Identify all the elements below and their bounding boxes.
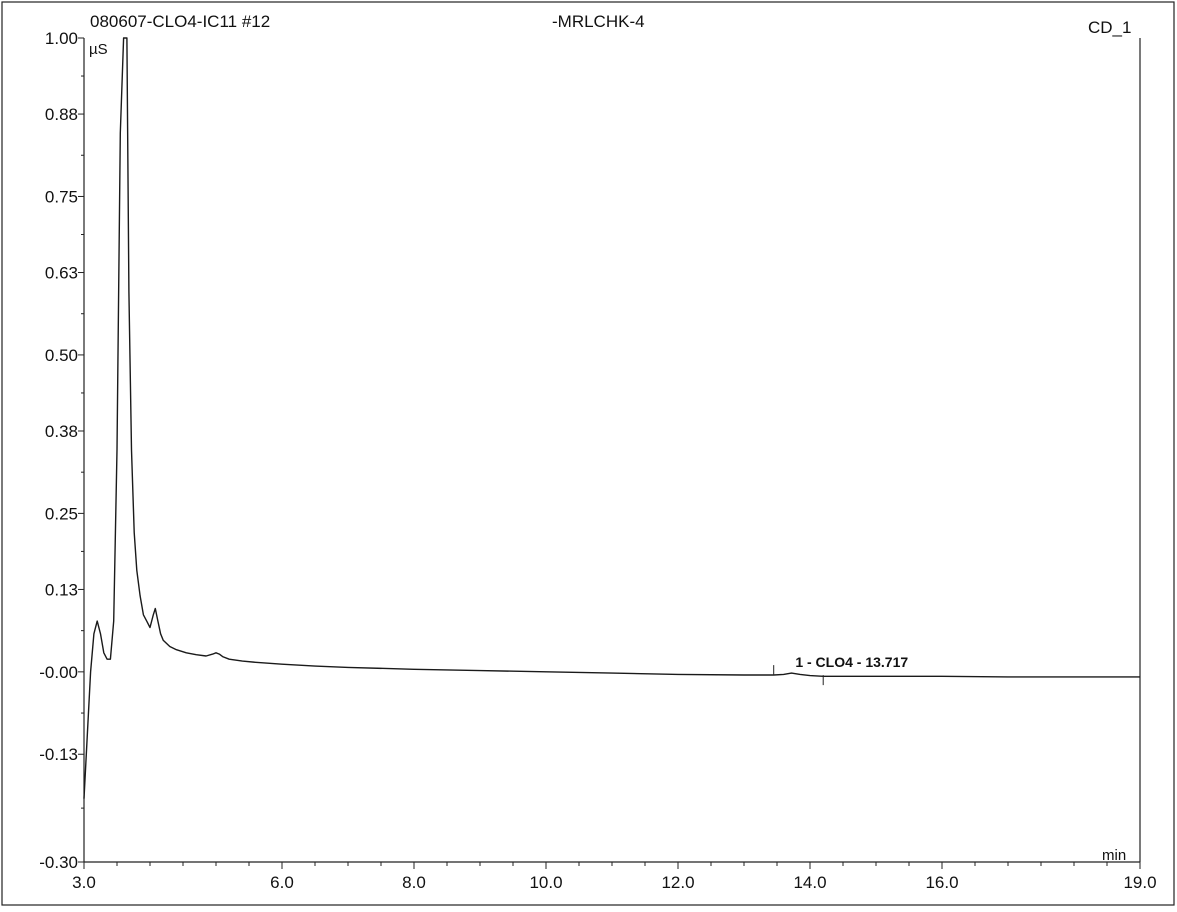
x-tick-label: 12.0 xyxy=(661,873,694,892)
x-tick-label: 3.0 xyxy=(72,873,96,892)
y-tick-label: 0.50 xyxy=(45,346,78,365)
y-tick-label: -0.00 xyxy=(39,663,78,682)
peak-label: 1 - CLO4 - 13.717 xyxy=(795,654,908,670)
y-tick-label: -0.30 xyxy=(39,853,78,872)
y-tick-label: 0.88 xyxy=(45,105,78,124)
y-tick-label: 1.00 xyxy=(45,29,78,48)
plot-area: 1.00 0.88 0.75 0.63 0.50 0.38 0.25 0.13 -0.00 -0.… xyxy=(39,29,1156,892)
y-tick-label: 0.63 xyxy=(45,264,78,283)
y-tick-label: 0.13 xyxy=(45,580,78,599)
sample-name: -MRLCHK-4 xyxy=(552,12,645,31)
x-tick-label: 14.0 xyxy=(793,873,826,892)
x-tick-label: 16.0 xyxy=(925,873,958,892)
y-tick-label: 0.75 xyxy=(45,187,78,206)
x-tick-label: 19.0 xyxy=(1123,873,1156,892)
y-unit-label: µS xyxy=(89,41,108,58)
channel-label: CD_1 xyxy=(1088,18,1131,37)
y-tick-label: 0.38 xyxy=(45,422,78,441)
signal-trace xyxy=(83,37,1140,799)
y-tick-label: 0.25 xyxy=(45,504,78,523)
x-tick-label: 6.0 xyxy=(270,873,294,892)
x-tick-label: 8.0 xyxy=(402,873,426,892)
sample-title: 080607-CLO4-IC11 #12 xyxy=(90,12,270,31)
x-unit-label: min xyxy=(1102,847,1126,864)
x-tick-label: 10.0 xyxy=(529,873,562,892)
y-tick-label: -0.13 xyxy=(39,745,78,764)
